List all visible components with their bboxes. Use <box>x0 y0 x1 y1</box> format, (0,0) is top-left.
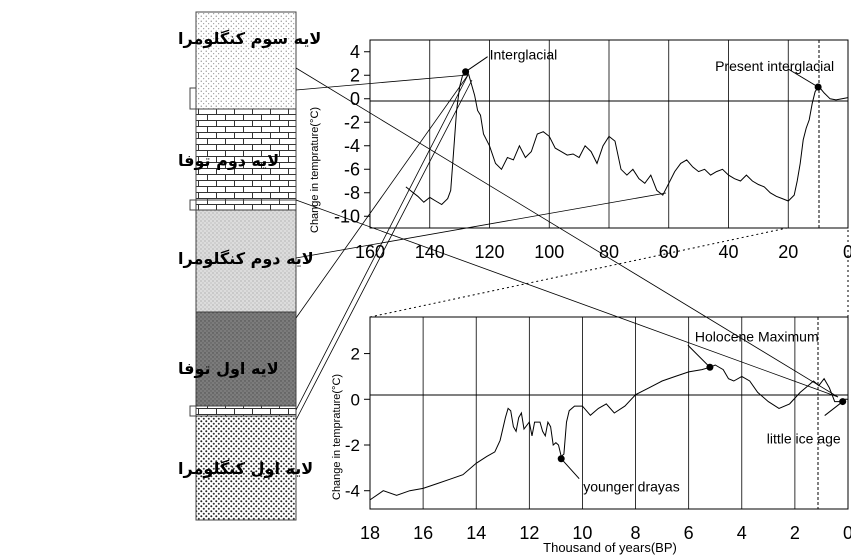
stratigraphic-column <box>189 11 297 521</box>
bottom-x-axis-label: Thousand of years(BP) <box>543 540 677 555</box>
column-notch-2 <box>189 199 197 211</box>
bottom-y-tick-labels: 2 0 -2 -4 <box>345 345 360 501</box>
top-x-tick-label-8: 0 <box>843 242 851 262</box>
bot-annotation-leader-1 <box>824 401 843 416</box>
top-annotation-leader-0 <box>465 56 488 73</box>
bot-x-tick-label-6: 6 <box>684 523 694 543</box>
top-annotation-label-0: Interglacial <box>490 47 558 63</box>
top-chart: 420-2-4-6-8-10 160 140 120 100 80 60 40 20 0 Cha… <box>309 39 851 262</box>
layer-label-4: لایه اول توفا <box>178 359 279 378</box>
top-x-tick-label-1: 140 <box>415 242 445 262</box>
top-y-tick-label-3: -2 <box>344 112 360 132</box>
bot-annotation-point-1 <box>839 398 847 406</box>
bottom-grid <box>364 317 796 509</box>
top-y-tick-label-4: -4 <box>344 136 360 156</box>
connector-lines <box>295 67 839 421</box>
top-x-tick-label-7: 20 <box>778 242 798 262</box>
layer-3b-conglomerate <box>195 209 297 313</box>
connector-top-1 <box>295 74 469 91</box>
top-grid <box>364 40 789 228</box>
zoom-guides <box>369 227 849 318</box>
bottom-y-axis-label: Change in temprature(°C) <box>331 374 343 500</box>
top-y-tick-label-1: 2 <box>350 65 360 85</box>
layer-label-2: لایه دوم توفا <box>178 151 279 170</box>
bot-y-tick-label-1: 0 <box>351 390 360 409</box>
bot-x-tick-label-0: 18 <box>360 523 380 543</box>
layer-label-3: لایه دوم کنگلومرا <box>178 249 314 268</box>
bot-annotation-label-2: younger drayas <box>583 479 680 495</box>
column-notch-1 <box>189 87 197 110</box>
connector-mid-3 <box>295 74 469 411</box>
top-series-line <box>405 71 849 206</box>
connector-top-2 <box>295 199 839 398</box>
bot-x-tick-label-5: 8 <box>631 523 641 543</box>
bot-annotation-leader-2 <box>560 458 580 480</box>
layer-labels: لایه سوم کنگلومرا لایه دوم توفا لایه دوم… <box>178 29 321 478</box>
bot-y-tick-label-3: -4 <box>345 482 360 501</box>
layer-1-conglomerate-top <box>195 11 297 110</box>
bot-annotation-label-0: Holocene Maximum <box>695 328 819 344</box>
top-x-tick-label-2: 120 <box>474 242 504 262</box>
top-annotation-point-1 <box>814 83 822 91</box>
top-annotation-point-0 <box>462 68 470 76</box>
top-x-tick-label-4: 80 <box>599 242 619 262</box>
top-y-tick-label-6: -8 <box>344 183 360 203</box>
bot-x-tick-label-4: 10 <box>572 523 592 543</box>
top-x-tick-labels: 160 140 120 100 80 60 40 20 0 <box>355 242 851 262</box>
top-annotations: Interglacial Present interglacial <box>462 47 834 91</box>
layer-label-1: لایه سوم کنگلومرا <box>178 29 321 48</box>
bot-annotation-leader-0 <box>687 344 711 368</box>
bot-annotation-point-2 <box>557 455 565 463</box>
bot-x-tick-label-1: 16 <box>413 523 433 543</box>
layer-4-tufa <box>195 311 297 416</box>
bottom-series-line <box>369 364 848 501</box>
layer-5-conglomerate <box>195 415 297 521</box>
layer-3-conglomerate <box>195 199 297 211</box>
top-y-tick-label-5: -6 <box>344 159 360 179</box>
layer-4b-tufa <box>195 405 297 417</box>
bot-x-tick-label-9: 0 <box>843 523 851 543</box>
bot-x-tick-label-2: 14 <box>466 523 486 543</box>
top-y-tick-label-0: 4 <box>350 42 360 62</box>
connector-mid-1 <box>295 192 667 259</box>
column-notch-3 <box>189 405 197 417</box>
bot-x-tick-label-7: 4 <box>737 523 747 543</box>
bot-x-tick-label-3: 12 <box>519 523 539 543</box>
bottom-plot-frame <box>369 316 849 510</box>
top-x-tick-label-5: 60 <box>659 242 679 262</box>
top-annotation-leader-1 <box>787 68 819 88</box>
top-x-tick-label-6: 40 <box>718 242 738 262</box>
bot-annotation-label-1: little ice age <box>767 431 841 447</box>
bot-annotation-point-0 <box>706 363 714 371</box>
bot-x-tick-label-8: 2 <box>790 523 800 543</box>
connector-bottom-1 <box>295 79 473 421</box>
bottom-chart: 2 0 -2 -4 18 16 14 12 10 8 6 4 2 0 Change in temprat… <box>331 316 851 555</box>
top-y-tick-label-7: -10 <box>334 206 360 226</box>
bottom-annotations: Holocene Maximum little ice age younger dr… <box>557 328 847 495</box>
layer-2-tufa <box>195 108 297 201</box>
top-annotation-label-1: Present interglacial <box>715 58 834 74</box>
connector-mid-2 <box>295 74 469 319</box>
top-plot-frame <box>369 39 849 229</box>
top-y-axis-label: Change in temprature(°C) <box>309 107 321 233</box>
zoom-guide-left <box>369 227 788 318</box>
top-x-tick-label-0: 160 <box>355 242 385 262</box>
layer-label-5: لایه اول کنگلومرا <box>178 459 313 478</box>
connector-top-0 <box>295 67 839 398</box>
bot-y-tick-label-2: -2 <box>345 436 360 455</box>
bot-y-tick-label-0: 2 <box>351 345 360 364</box>
top-y-tick-label-2: 0 <box>350 89 360 109</box>
bottom-x-tick-labels: 18 16 14 12 10 8 6 4 2 0 <box>360 523 851 543</box>
top-x-tick-label-3: 100 <box>534 242 564 262</box>
top-y-tick-labels: 4 2 0 -2 -4 -6 -8 -10 <box>334 42 360 227</box>
